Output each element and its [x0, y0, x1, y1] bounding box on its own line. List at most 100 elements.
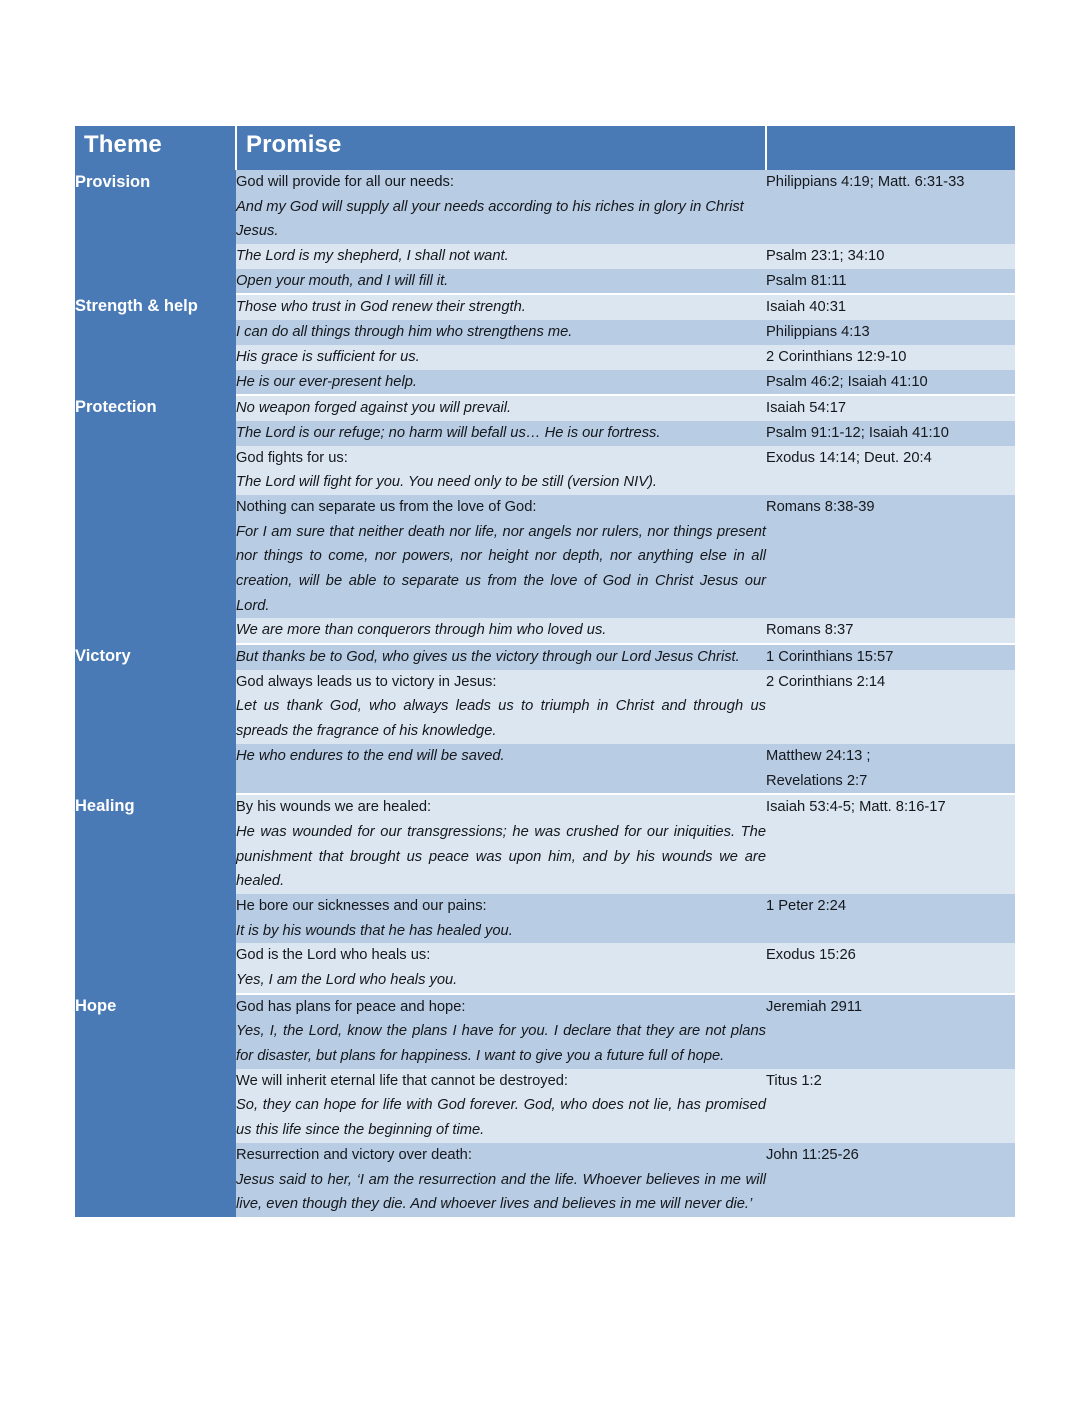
- promise-summary: God has plans for peace and hope:: [236, 998, 466, 1015]
- table-row: We will inherit eternal life that cannot…: [75, 1068, 1015, 1143]
- table-row: His grace is sufficient for us. 2 Corinth…: [75, 344, 1015, 370]
- scripture-reference-cell: 1 Peter 2:24: [766, 893, 1015, 944]
- promise-cell: His grace is sufficient for us.: [236, 344, 766, 370]
- scripture-reference-cell: Psalm 91:1-12; Isaiah 41:10: [766, 420, 1015, 446]
- promise-cell: Open your mouth, and I will fill it.: [236, 268, 766, 296]
- scripture-quote: He is our ever-present help.: [236, 373, 417, 390]
- header-row: Theme Promise: [75, 126, 1015, 170]
- table-row: The Lord is our refuge; no harm will bef…: [75, 420, 1015, 446]
- scripture-quote: Yes, I, the Lord, know the plans I have …: [236, 1023, 766, 1065]
- promise-cell: He bore our sicknesses and our pains: It …: [236, 893, 766, 944]
- scripture-reference-cell: Exodus 15:26: [766, 943, 1015, 995]
- table-row: God is the Lord who heals us: Yes, I am t…: [75, 943, 1015, 995]
- column-header-promise: Promise: [236, 126, 767, 170]
- promise-cell: God will provide for all our needs: And m…: [236, 170, 766, 245]
- scripture-quote: He who endures to the end will be saved.: [236, 747, 505, 764]
- scripture-reference-cell: 1 Corinthians 15:57: [766, 644, 1015, 670]
- table-header: Theme Promise: [75, 126, 1015, 170]
- scripture-quote: It is by his wounds that he has healed y…: [236, 922, 513, 939]
- promise-cell: God fights for us: The Lord will fight fo…: [236, 445, 766, 495]
- promise-cell: He is our ever-present help.: [236, 369, 766, 397]
- table-row: The Lord is my shepherd, I shall not wan…: [75, 244, 1015, 269]
- table-row: Protection No weapon forged against you w…: [75, 395, 1015, 645]
- scripture-reference-cell: Jeremiah 2911: [766, 993, 1015, 1069]
- promise-cell: I can do all things through him who stre…: [236, 320, 766, 345]
- scripture-reference-cell: Isaiah 40:31: [766, 294, 1015, 321]
- scripture-quote: So, they can hope for life with God fore…: [236, 1097, 766, 1139]
- table-body: Provision God will provide for all our ne…: [75, 170, 1015, 1217]
- promise-summary: God will provide for all our needs:: [236, 174, 454, 190]
- theme-cell: Healing: [75, 794, 236, 994]
- scripture-quote: The Lord is my shepherd, I shall not wan…: [236, 248, 509, 265]
- promise-cell: He who endures to the end will be saved.: [236, 743, 766, 796]
- scripture-reference-cell: Romans 8:37: [766, 618, 1015, 646]
- table-row: Victory But thanks be to God, who gives u…: [75, 644, 1015, 795]
- table-row: Nothing can separate us from the love of…: [75, 494, 1015, 619]
- scripture-quote: His grace is sufficient for us.: [236, 348, 420, 365]
- scripture-quote: We are more than conquerors through him …: [236, 622, 607, 639]
- scripture-reference-cell: Philippians 4:13: [766, 320, 1015, 345]
- scripture-reference-cell: 2 Corinthians 2:14: [766, 669, 1015, 744]
- table-row: He who endures to the end will be saved.…: [75, 743, 1015, 796]
- scripture-quote: The Lord will fight for you. You need on…: [236, 474, 657, 491]
- theme-cell: Hope: [75, 993, 236, 1217]
- scripture-quote: But thanks be to God, who gives us the v…: [236, 649, 740, 666]
- promise-cell: The Lord is our refuge; no harm will bef…: [236, 420, 766, 446]
- scripture-quote: And my God will supply all your needs ac…: [236, 198, 744, 240]
- promise-cell: God is the Lord who heals us: Yes, I am t…: [236, 943, 766, 995]
- promise-summary: Nothing can separate us from the love of…: [236, 498, 537, 515]
- scripture-quote: Yes, I am the Lord who heals you.: [236, 972, 458, 988]
- table-row: Resurrection and victory over death: Jesu…: [75, 1142, 1015, 1217]
- scripture-reference-cell: John 11:25-26: [766, 1142, 1015, 1217]
- column-header-theme: Theme: [75, 126, 237, 170]
- table-row: He bore our sicknesses and our pains: It …: [75, 893, 1015, 944]
- scripture-quote: The Lord is our refuge; no harm will bef…: [236, 424, 661, 441]
- scripture-reference-cell: Psalm 46:2; Isaiah 41:10: [766, 369, 1015, 397]
- promise-cell: But thanks be to God, who gives us the v…: [236, 644, 766, 670]
- promise-summary: By his wounds we are healed:: [236, 799, 432, 816]
- scripture-quote: Open your mouth, and I will fill it.: [236, 272, 449, 289]
- scripture-reference-cell: Matthew 24:13 ; Revelations 2:7: [766, 743, 1015, 796]
- scripture-quote: Those who trust in God renew their stren…: [236, 299, 526, 316]
- scripture-quote: Let us thank God, who always leads us to…: [236, 698, 766, 740]
- table-row: God fights for us: The Lord will fight fo…: [75, 445, 1015, 495]
- scripture-quote: I can do all things through him who stre…: [236, 324, 573, 341]
- promise-cell: No weapon forged against you will prevai…: [236, 395, 766, 421]
- theme-cell: Victory: [75, 644, 236, 795]
- scripture-reference-cell: Titus 1:2: [766, 1068, 1015, 1143]
- promise-summary: God fights for us:: [236, 449, 348, 466]
- promise-summary: God always leads us to victory in Jesus:: [236, 673, 497, 690]
- promise-cell: Resurrection and victory over death: Jesu…: [236, 1142, 766, 1217]
- table-row: Provision God will provide for all our ne…: [75, 170, 1015, 295]
- promise-summary: God is the Lord who heals us:: [236, 947, 431, 964]
- table-row: Healing By his wounds we are healed: He wa…: [75, 794, 1015, 994]
- table-row: God always leads us to victory in Jesus:…: [75, 669, 1015, 744]
- promises-table: Theme Promise Provision God will provide …: [75, 126, 1015, 1217]
- column-header-reference: [766, 126, 1015, 170]
- table-row: We are more than conquerors through him …: [75, 618, 1015, 646]
- theme-cell: Protection: [75, 395, 236, 645]
- scripture-reference-cell: Exodus 14:14; Deut. 20:4: [766, 445, 1015, 495]
- table-row: Hope God has plans for peace and hope: Yes…: [75, 993, 1015, 1217]
- promise-cell: By his wounds we are healed: He was wound…: [236, 794, 766, 894]
- promise-summary: Resurrection and victory over death:: [236, 1146, 472, 1163]
- theme-cell: Provision: [75, 170, 236, 295]
- scripture-reference-cell: Isaiah 54:17: [766, 395, 1015, 421]
- scripture-reference-cell: Isaiah 53:4-5; Matt. 8:16-17: [766, 794, 1015, 894]
- scripture-quote: No weapon forged against you will prevai…: [236, 400, 512, 417]
- scripture-reference-cell: 2 Corinthians 12:9-10: [766, 344, 1015, 370]
- promise-cell: Those who trust in God renew their stren…: [236, 294, 766, 321]
- table-row: Open your mouth, and I will fill it. Psal…: [75, 268, 1015, 296]
- promise-summary: We will inherit eternal life that cannot…: [236, 1072, 569, 1089]
- scripture-quote: For I am sure that neither death nor lif…: [236, 523, 766, 614]
- promise-cell: We will inherit eternal life that cannot…: [236, 1068, 766, 1143]
- theme-cell: Strength & help: [75, 294, 236, 396]
- table-row: I can do all things through him who stre…: [75, 320, 1015, 345]
- scripture-quote: Jesus said to her, ‘I am the resurrectio…: [236, 1171, 766, 1213]
- scripture-reference-cell: Romans 8:38-39: [766, 494, 1015, 619]
- promise-cell: We are more than conquerors through him …: [236, 618, 766, 646]
- scripture-reference-cell: Philippians 4:19; Matt. 6:31-33: [766, 170, 1015, 245]
- table-row: He is our ever-present help. Psalm 46:2; …: [75, 369, 1015, 397]
- promise-summary: He bore our sicknesses and our pains:: [236, 897, 487, 914]
